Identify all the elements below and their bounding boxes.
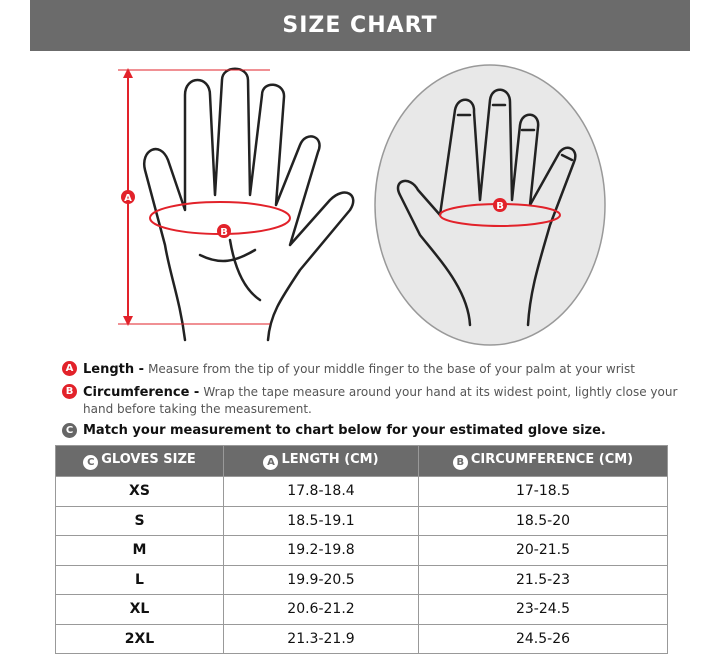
table-row: L 19.9-20.5 21.5-23 — [55, 564, 668, 595]
note-match: C Match your measurement to chart below … — [62, 423, 702, 439]
cell-size: L — [55, 564, 224, 595]
header-label: LENGTH (CM) — [281, 452, 379, 467]
cell-size: XS — [55, 476, 224, 507]
marker-b-icon — [217, 224, 231, 238]
hand-measurement-illustration: A B B — [118, 64, 606, 346]
cell-circumference: 24.5-26 — [418, 623, 668, 654]
note-label: Length - — [83, 362, 145, 377]
badge-b-icon: B — [452, 455, 468, 470]
note-length: A Length - Measure from the tip of your m… — [62, 361, 702, 378]
svg-text:B: B — [220, 227, 228, 238]
note-text: Wrap the tape measure around your hand a… — [83, 385, 678, 416]
svg-text:B: B — [496, 201, 504, 212]
svg-text:A: A — [124, 193, 132, 204]
note-label: Circumference - — [83, 385, 200, 400]
size-table: C GLOVES SIZE A LENGTH (CM) B CIRCUMFERENCE… — [55, 445, 668, 654]
open-hand-drawing — [142, 67, 355, 342]
back-hand-drawing — [396, 88, 577, 327]
note-text: Measure from the tip of your middle fing… — [148, 362, 635, 376]
table-row: XS 17.8-18.4 17-18.5 — [55, 476, 668, 507]
page-title: SIZE CHART — [30, 0, 690, 51]
marker-b-icon — [493, 198, 507, 212]
table-row: 2XL 21.3-21.9 24.5-26 — [55, 623, 668, 654]
cell-length: 20.6-21.2 — [223, 594, 419, 625]
table-row: M 19.2-19.8 20-21.5 — [55, 535, 668, 566]
marker-a-icon — [121, 190, 135, 204]
header-label: CIRCUMFERENCE (CM) — [470, 452, 634, 467]
table-row: S 18.5-19.1 18.5-20 — [55, 505, 668, 536]
cell-size: S — [55, 505, 224, 536]
cell-circumference: 20-21.5 — [418, 535, 668, 566]
header-label: GLOVES SIZE — [101, 452, 196, 467]
cell-circumference: 17-18.5 — [418, 476, 668, 507]
cell-length: 19.2-19.8 — [223, 535, 419, 566]
badge-a-icon: A — [62, 361, 77, 376]
note-circumference: B Circumference - Wrap the tape measure a… — [62, 384, 702, 417]
measurement-instructions: A Length - Measure from the tip of your m… — [62, 361, 702, 445]
cell-circumference: 18.5-20 — [418, 505, 668, 536]
cell-size: M — [55, 535, 224, 566]
header-length: A LENGTH (CM) — [223, 445, 419, 477]
cell-circumference: 23-24.5 — [418, 594, 668, 625]
cell-size: XL — [55, 594, 224, 625]
cell-size: 2XL — [55, 623, 224, 654]
badge-a-icon: A — [263, 455, 279, 470]
badge-c-icon: C — [83, 455, 99, 470]
badge-b-icon: B — [62, 384, 77, 399]
badge-c-icon: C — [62, 423, 77, 438]
table-header: C GLOVES SIZE A LENGTH (CM) B CIRCUMFERENCE… — [55, 445, 668, 477]
note-label: Match your measurement to chart below fo… — [83, 423, 606, 438]
header-size: C GLOVES SIZE — [55, 445, 224, 477]
cell-circumference: 21.5-23 — [418, 564, 668, 595]
table-row: XL 20.6-21.2 23-24.5 — [55, 594, 668, 625]
cell-length: 21.3-21.9 — [223, 623, 419, 654]
cell-length: 17.8-18.4 — [223, 476, 419, 507]
header-circumference: B CIRCUMFERENCE (CM) — [418, 445, 668, 477]
cell-length: 19.9-20.5 — [223, 564, 419, 595]
cell-length: 18.5-19.1 — [223, 505, 419, 536]
